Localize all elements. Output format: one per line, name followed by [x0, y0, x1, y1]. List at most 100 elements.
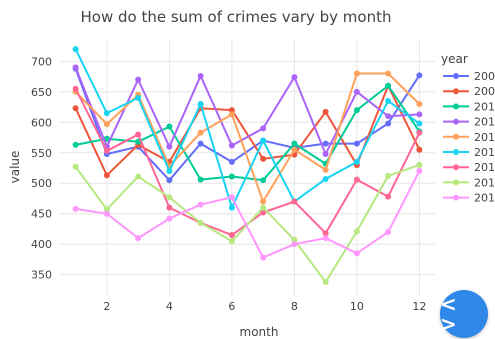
data-point [416, 146, 423, 153]
series-9 [72, 168, 423, 261]
data-point [72, 141, 79, 148]
data-point [353, 70, 360, 77]
data-point [291, 241, 298, 248]
data-point [197, 201, 204, 208]
data-point [353, 88, 360, 95]
series-4 [72, 64, 423, 157]
data-point [353, 140, 360, 147]
data-point [416, 111, 423, 118]
data-point [166, 194, 173, 201]
data-point [385, 229, 392, 235]
legend-marker [453, 103, 459, 110]
nav-toggle-button[interactable]: < > [440, 290, 488, 338]
y-tick-label: 450 [31, 208, 52, 221]
x-tick-label: 2 [103, 300, 110, 313]
data-point [72, 85, 79, 92]
data-point [72, 46, 79, 53]
data-point [228, 107, 235, 114]
y-tick-label: 550 [31, 147, 52, 160]
data-point [72, 205, 79, 212]
data-point [197, 140, 204, 147]
data-point [416, 129, 423, 136]
x-tick-label: 12 [412, 300, 426, 313]
data-point [197, 129, 204, 136]
series-line [74, 48, 420, 209]
data-point [260, 137, 267, 144]
legend-marker [453, 194, 459, 201]
legend-marker [453, 133, 459, 140]
series-line [74, 67, 420, 155]
data-point [322, 230, 329, 237]
data-point [353, 107, 360, 114]
data-point [260, 209, 267, 216]
data-point [322, 108, 329, 115]
data-point [197, 72, 204, 79]
data-point [135, 235, 142, 242]
data-point [166, 204, 173, 211]
data-point [385, 97, 392, 104]
data-point [228, 111, 235, 118]
legend-title: year [441, 52, 468, 66]
data-point [416, 101, 423, 107]
legend-item: 201 [443, 146, 495, 159]
legend-marker [453, 118, 459, 125]
legend-marker [453, 73, 459, 79]
data-point [291, 140, 298, 147]
y-tick-label: 700 [31, 55, 52, 68]
legend-item: 201 [443, 192, 495, 205]
data-point [416, 120, 423, 127]
data-point [322, 150, 329, 157]
data-point [353, 250, 360, 257]
data-point [322, 278, 329, 285]
data-point [103, 206, 110, 213]
legend-marker [453, 179, 459, 186]
data-point [416, 168, 423, 175]
legend-label: 201 [474, 192, 495, 205]
data-point [135, 131, 142, 138]
legend-item: 201 [443, 131, 495, 144]
data-point [135, 94, 142, 101]
data-point [385, 120, 392, 127]
data-point [228, 158, 235, 165]
y-tick-label: 500 [31, 177, 52, 190]
x-axis-title: month [240, 325, 279, 339]
legend-marker [453, 164, 459, 171]
data-point [228, 238, 235, 245]
x-axis-ticks: 2 4 6 8 10 12 [103, 300, 426, 313]
legend: year 200 200 201 201 201 201 201 201 201 [441, 52, 495, 205]
data-point [260, 198, 267, 205]
series-line [74, 68, 421, 182]
gridlines [60, 40, 435, 296]
data-point [72, 105, 79, 112]
x-tick-label: 8 [291, 300, 298, 313]
series-8 [72, 161, 423, 285]
data-point [228, 204, 235, 211]
data-point [322, 166, 329, 173]
data-point [197, 101, 204, 107]
y-axis-ticks: 350 400 450 500 550 600 650 700 [31, 55, 52, 281]
data-point [166, 123, 173, 130]
data-point [135, 173, 142, 180]
series-2 [72, 82, 423, 179]
y-tick-label: 400 [31, 238, 52, 251]
data-point [291, 198, 298, 205]
data-point [353, 228, 360, 235]
series-6 [72, 46, 423, 211]
data-point [416, 161, 423, 168]
data-point [322, 140, 329, 147]
data-point [291, 74, 298, 81]
series-line [74, 164, 420, 283]
series-line [75, 84, 421, 182]
data-point [260, 204, 267, 211]
data-point [166, 143, 173, 150]
x-tick-label: 10 [350, 300, 364, 313]
legend-item: 200 [443, 70, 495, 83]
series-1 [72, 65, 423, 184]
data-point [197, 219, 204, 226]
data-point [385, 172, 392, 179]
data-point [385, 82, 392, 89]
series-layer [72, 46, 423, 285]
data-point [166, 177, 173, 184]
data-point [103, 121, 110, 128]
